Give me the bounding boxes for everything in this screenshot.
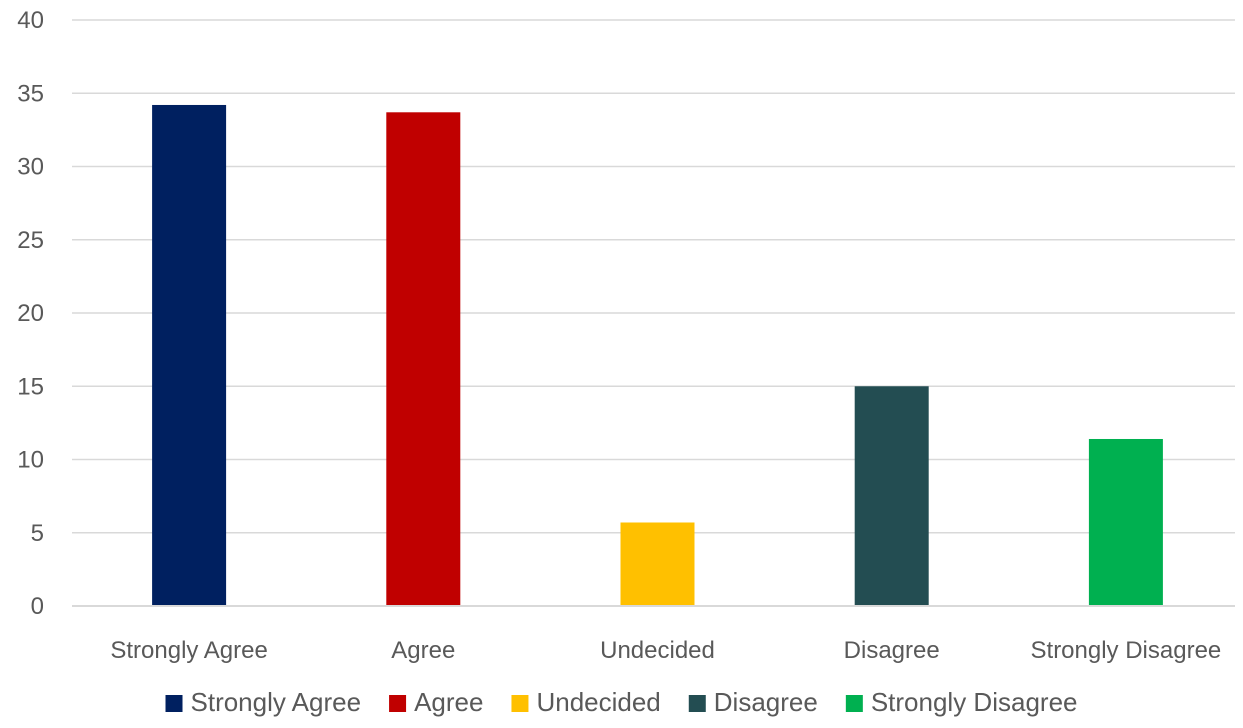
legend-item: Undecided bbox=[511, 687, 661, 717]
legend: Strongly Agree Agree Undecided Disagree Stro… bbox=[165, 687, 1078, 717]
y-axis-ticks: 0 5 10 15 20 25 30 35 40 bbox=[17, 7, 44, 620]
legend-label: Undecided bbox=[536, 687, 660, 717]
bar-undecided bbox=[620, 522, 695, 606]
y-tick-label: 10 bbox=[17, 447, 44, 474]
legend-swatch bbox=[511, 695, 529, 712]
legend-swatch bbox=[845, 695, 863, 712]
legend-swatch bbox=[389, 695, 407, 712]
y-tick-label: 35 bbox=[17, 80, 44, 107]
bars bbox=[152, 104, 1163, 607]
legend-item: Agree bbox=[389, 687, 483, 717]
bar-agree bbox=[386, 112, 461, 607]
legend-item: Strongly Agree bbox=[165, 687, 362, 717]
bar-strongly-agree bbox=[152, 104, 227, 606]
legend-label: Agree bbox=[414, 687, 483, 717]
legend-item: Disagree bbox=[688, 687, 818, 717]
y-tick-label: 5 bbox=[31, 520, 44, 547]
x-tick-label: Agree bbox=[391, 637, 455, 664]
x-axis-ticks: Strongly Agree Agree Undecided Disagree Stro… bbox=[110, 637, 1221, 664]
legend-item: Strongly Disagree bbox=[845, 687, 1078, 717]
x-tick-label: Undecided bbox=[600, 637, 715, 664]
x-tick-label: Strongly Disagree bbox=[1031, 637, 1222, 664]
gridlines bbox=[72, 19, 1235, 534]
x-tick-label: Strongly Agree bbox=[110, 637, 267, 664]
y-tick-label: 25 bbox=[17, 227, 44, 254]
legend-label: Strongly Agree bbox=[191, 687, 362, 717]
y-tick-label: 15 bbox=[17, 373, 44, 400]
y-tick-label: 0 bbox=[31, 593, 44, 620]
bar-disagree bbox=[854, 386, 929, 606]
y-tick-label: 20 bbox=[17, 300, 44, 327]
legend-swatch bbox=[165, 695, 183, 712]
y-tick-label: 40 bbox=[17, 7, 44, 34]
legend-label: Disagree bbox=[714, 687, 818, 717]
legend-label: Strongly Disagree bbox=[871, 687, 1078, 717]
y-tick-label: 30 bbox=[17, 154, 44, 181]
legend-swatch bbox=[688, 695, 706, 712]
bar-strongly-disagree bbox=[1088, 438, 1163, 606]
x-tick-label: Disagree bbox=[844, 637, 940, 664]
